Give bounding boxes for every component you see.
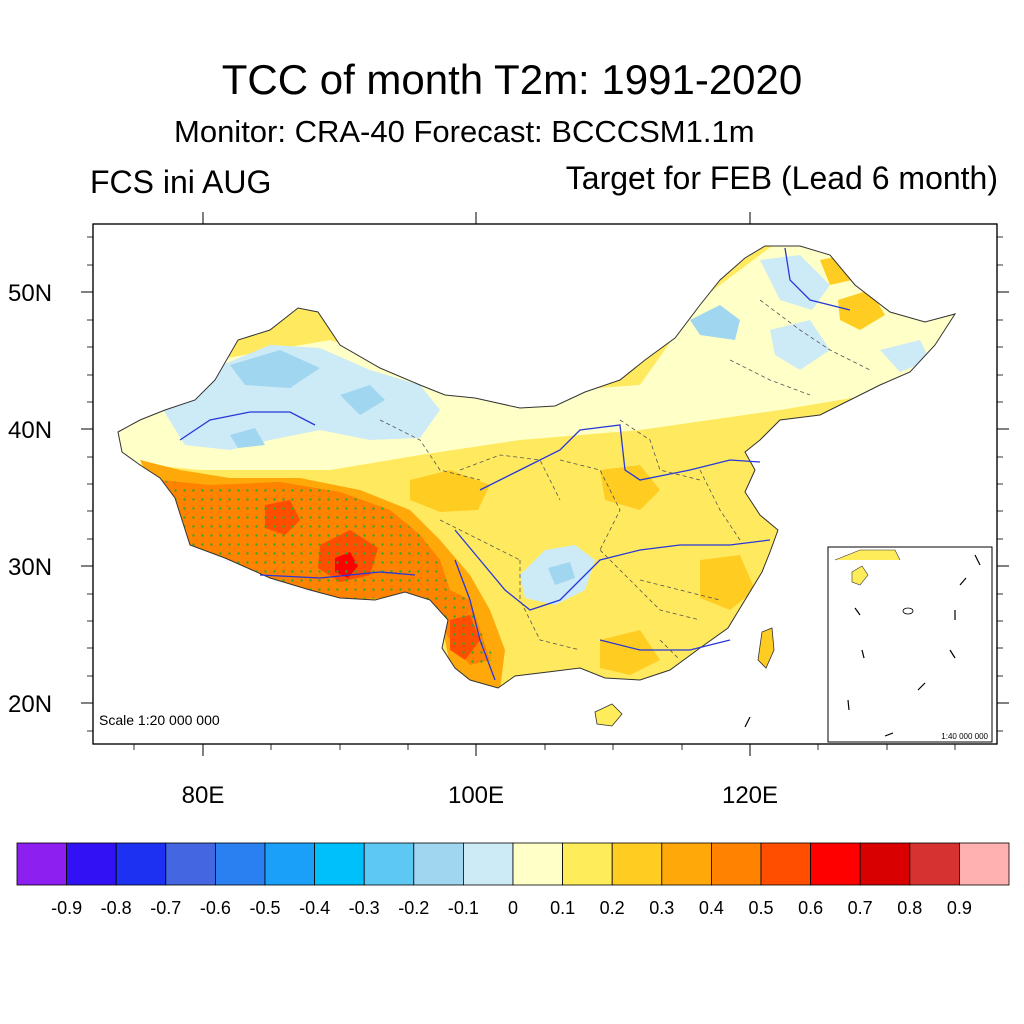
- colorbar-label: 0.4: [699, 898, 724, 918]
- colorbar-swatch: [165, 842, 216, 886]
- lat-label-40n: 40N: [8, 417, 52, 444]
- colorbar-swatch: [264, 842, 315, 886]
- hainan-island: [594, 703, 623, 727]
- colorbar-label: 0.5: [748, 898, 773, 918]
- colorbar-swatch: [363, 842, 415, 886]
- colorbar-swatch: [909, 842, 960, 886]
- minor-ticks: [87, 236, 1003, 750]
- inset-dashes: [847, 554, 981, 737]
- target-label: Target for FEB (Lead 6 month): [565, 160, 998, 196]
- colorbar-swatch: [859, 842, 911, 886]
- colorbar-swatch: [562, 842, 613, 886]
- colorbar-label: 0.8: [897, 898, 922, 918]
- colorbar-swatch: [760, 842, 811, 886]
- inset-hainan: [851, 565, 869, 586]
- colorbar-swatch: [16, 842, 67, 886]
- colorbar-label: 0.6: [798, 898, 823, 918]
- colorbar-label: 0.7: [848, 898, 873, 918]
- inset-reef: [902, 607, 914, 615]
- colorbar-swatch: [66, 842, 117, 886]
- colorbar-label: -0.5: [249, 898, 280, 918]
- colorbar-swatch: [661, 842, 712, 886]
- colorbar-label: 0: [508, 898, 518, 918]
- taiwan-island: [757, 627, 775, 669]
- colorbar-label: -0.7: [150, 898, 181, 918]
- colorbar-label: -0.1: [448, 898, 479, 918]
- colorbar-label: -0.4: [299, 898, 330, 918]
- colorbar-swatch: [214, 842, 266, 886]
- lat-label-20n: 20N: [8, 691, 52, 718]
- chart-subtitle: Monitor: CRA-40 Forecast: BCCCSM1.1m: [174, 114, 755, 149]
- colorbar-swatch: [810, 842, 861, 886]
- colorbar-swatch: [115, 842, 167, 886]
- colorbar-swatch: [314, 842, 365, 886]
- lon-label-100e: 100E: [448, 782, 504, 809]
- init-label: FCS ini AUG: [90, 164, 272, 200]
- colorbar-swatch: [959, 842, 1010, 886]
- province-borders: [379, 299, 871, 661]
- inset-scale-label: 1:40 000 000: [941, 732, 988, 741]
- china-border: [117, 245, 957, 689]
- colorbar-label: 0.3: [649, 898, 674, 918]
- colorbar-label: -0.6: [200, 898, 231, 918]
- colorbar-swatch: [413, 842, 464, 886]
- lat-label-30n: 30N: [8, 554, 52, 581]
- colorbar-label: -0.8: [101, 898, 132, 918]
- axis-ticks: [81, 212, 1009, 756]
- colorbar-label: 0.1: [550, 898, 575, 918]
- colorbar-swatch: [462, 842, 514, 886]
- lon-label-80e: 80E: [182, 782, 225, 809]
- colorbar: -0.9 -0.8 -0.7 -0.6 -0.5 -0.4 -0.3 -0.2 -0.1 0 0.1…: [16, 842, 1010, 918]
- rivers: [179, 247, 851, 681]
- nine-dash-line: [744, 716, 751, 728]
- colorbar-label: -0.3: [349, 898, 380, 918]
- colorbar-label: 0.9: [947, 898, 972, 918]
- inset-coast: [834, 549, 901, 561]
- lon-label-120e: 120E: [722, 782, 778, 809]
- colorbar-swatch: [711, 842, 762, 886]
- chart-title: TCC of month T2m: 1991-2020: [221, 56, 803, 103]
- colorbar-swatch: [611, 842, 663, 886]
- scale-label: Scale 1:20 000 000: [99, 712, 220, 728]
- colorbar-label: -0.9: [51, 898, 82, 918]
- colorbar-label: 0.2: [600, 898, 625, 918]
- lat-label-50n: 50N: [8, 280, 52, 307]
- colorbar-label: -0.2: [398, 898, 429, 918]
- colorbar-swatch: [512, 842, 563, 886]
